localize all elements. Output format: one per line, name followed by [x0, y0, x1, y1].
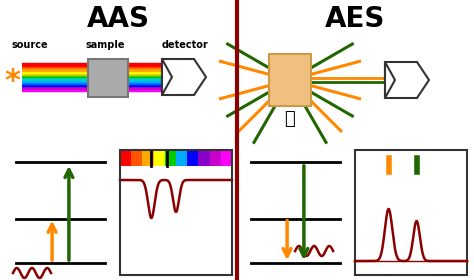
Bar	[120, 150, 131, 166]
Polygon shape	[162, 59, 172, 95]
Polygon shape	[385, 62, 395, 98]
Text: 🔥: 🔥	[284, 110, 295, 128]
Bar	[165, 150, 176, 166]
Text: AAS: AAS	[87, 5, 150, 33]
Bar	[120, 150, 232, 275]
Bar	[210, 150, 221, 166]
Text: sample: sample	[85, 40, 125, 50]
Bar	[176, 150, 187, 166]
Bar	[199, 150, 210, 166]
Bar	[221, 150, 232, 166]
Bar	[355, 150, 467, 275]
Text: detector: detector	[162, 40, 209, 50]
Text: AES: AES	[325, 5, 386, 33]
Polygon shape	[162, 59, 206, 95]
Bar	[88, 59, 128, 97]
Bar	[187, 150, 199, 166]
Text: source: source	[12, 40, 48, 50]
Bar	[131, 150, 142, 166]
Bar	[142, 150, 154, 166]
Bar	[269, 54, 311, 106]
Bar	[154, 150, 165, 166]
Polygon shape	[385, 62, 429, 98]
Text: *: *	[4, 67, 20, 97]
